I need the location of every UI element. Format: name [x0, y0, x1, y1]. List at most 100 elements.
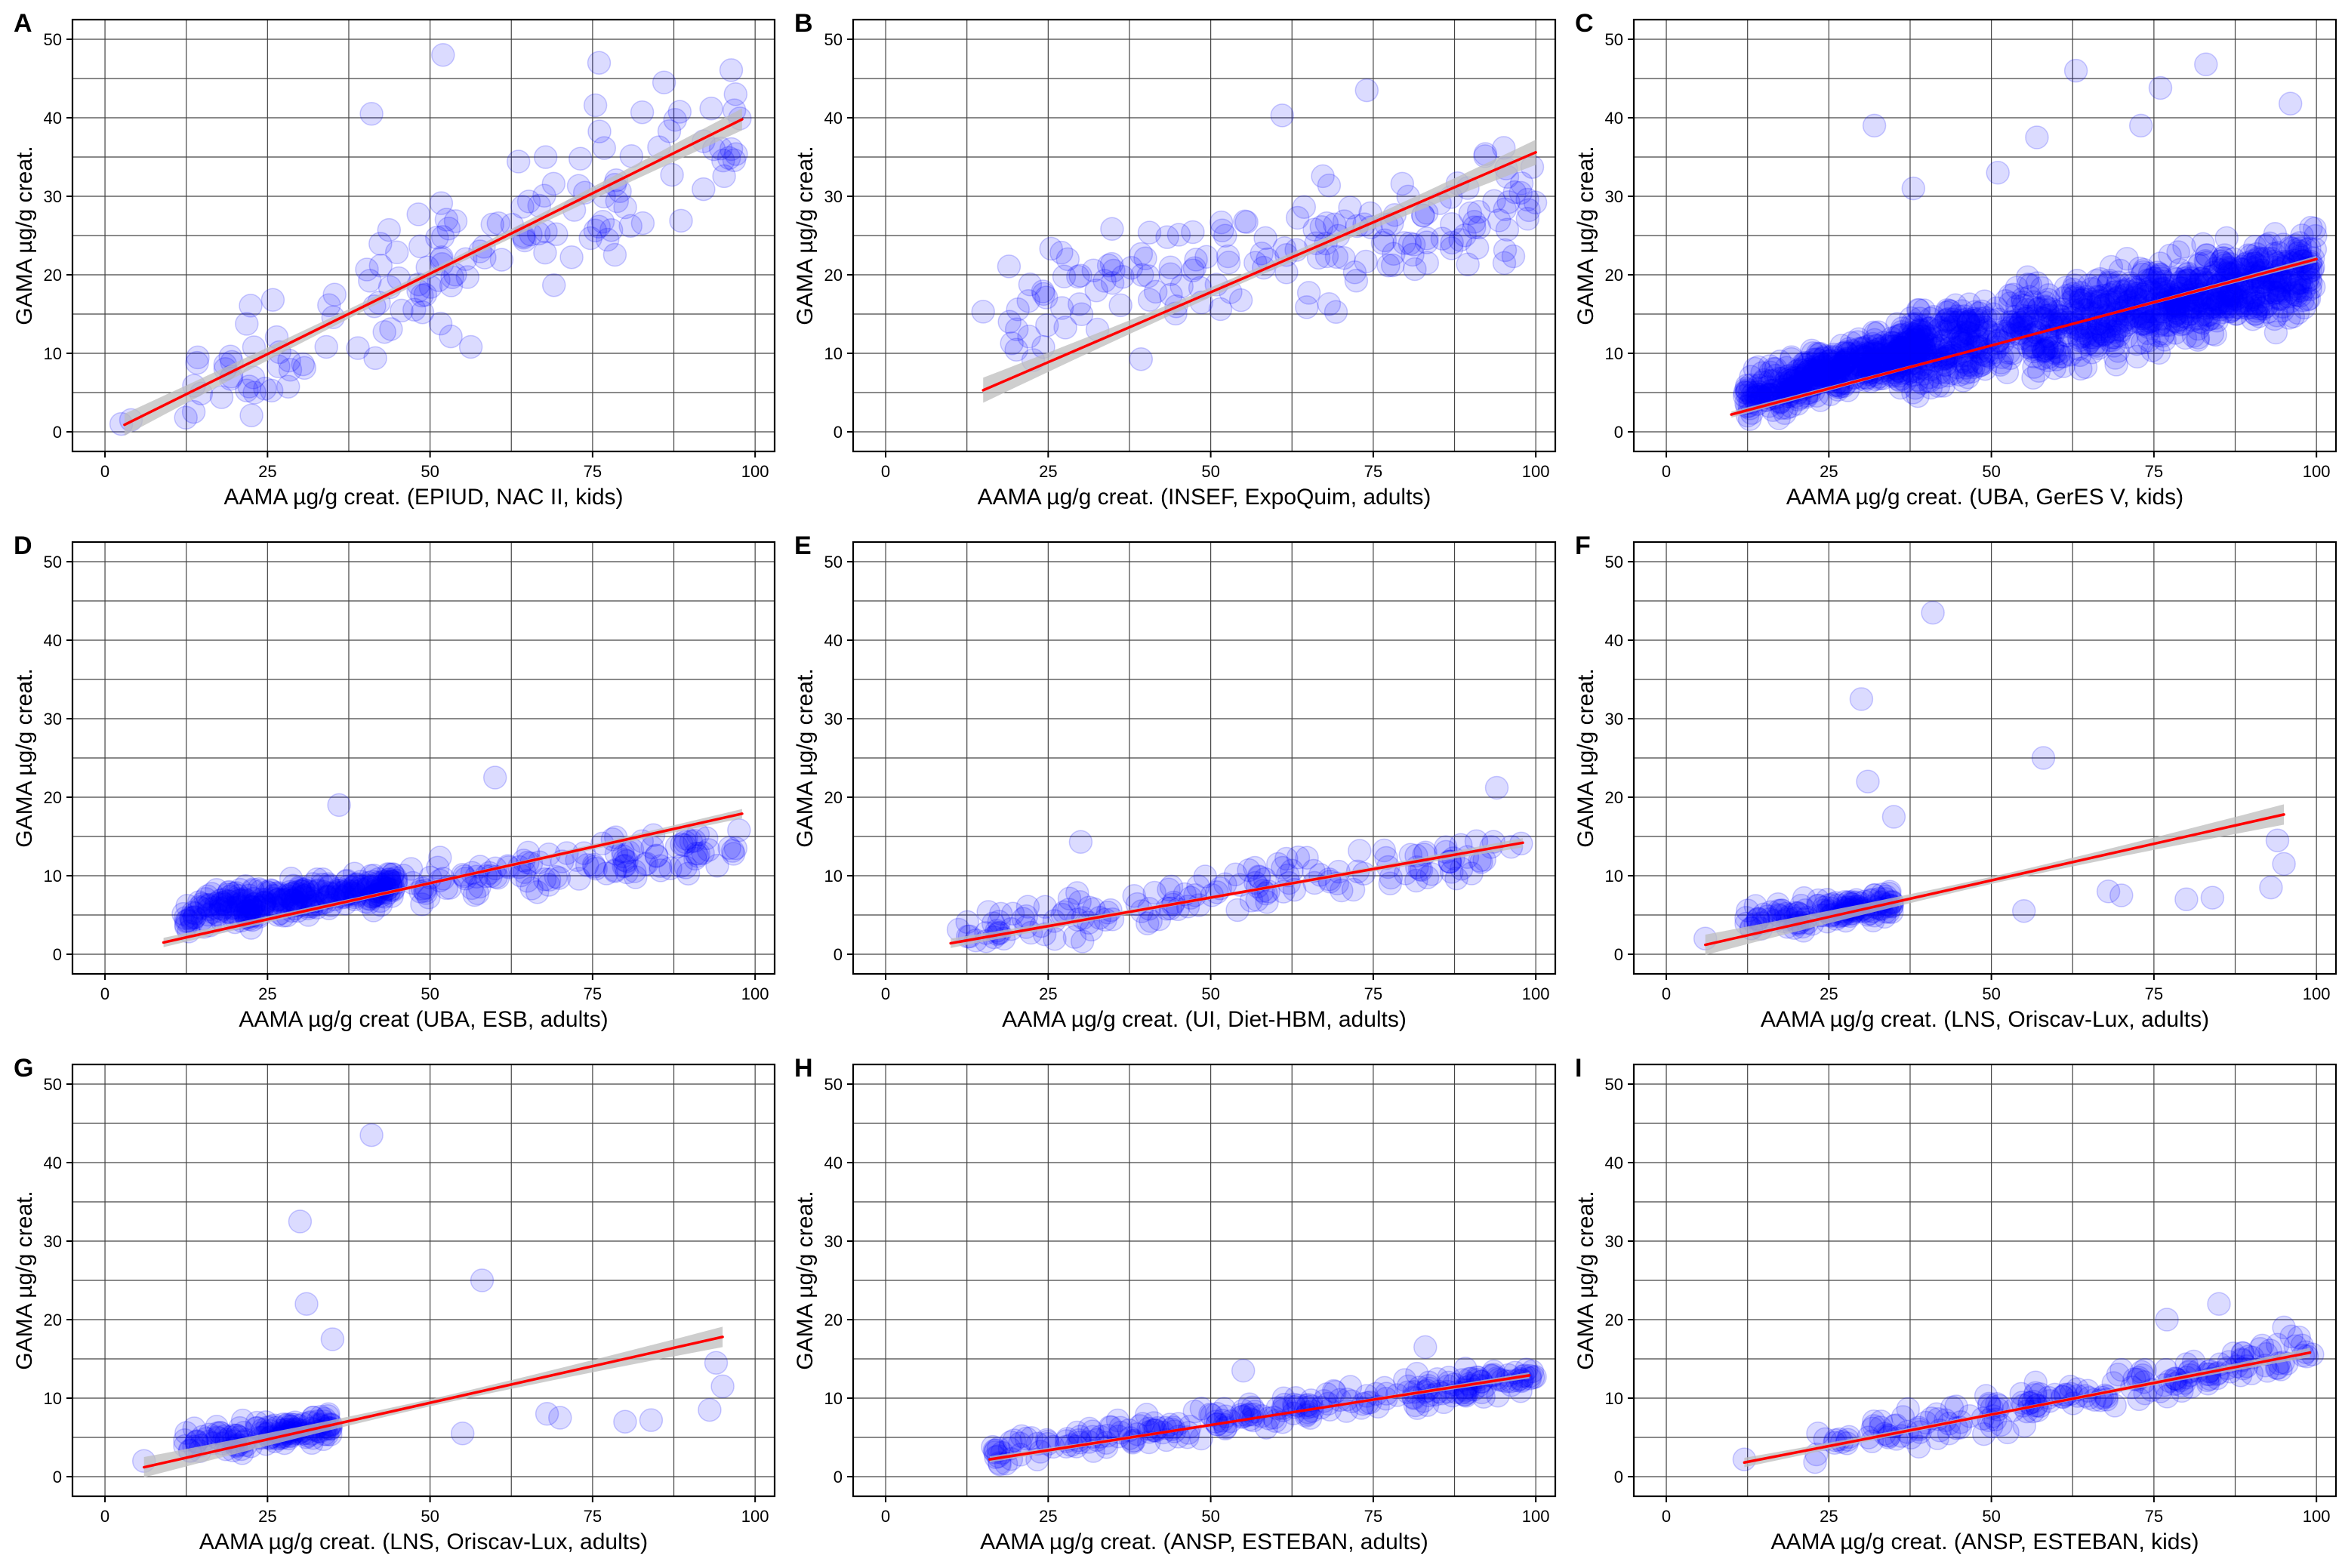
data-point	[240, 895, 264, 920]
data-point	[2198, 296, 2222, 320]
y-tick-label: 20	[44, 788, 62, 807]
data-point	[226, 892, 251, 917]
x-tick-label: 0	[100, 462, 109, 481]
data-point	[2061, 282, 2085, 306]
data-point	[266, 887, 291, 912]
data-point	[2211, 246, 2236, 271]
data-point	[2072, 288, 2096, 312]
x-tick-label: 100	[741, 1507, 769, 1526]
data-point	[2205, 309, 2230, 333]
x-tick-label: 25	[1039, 462, 1057, 481]
data-point	[599, 217, 624, 242]
data-point	[2171, 303, 2195, 328]
data-point	[2208, 249, 2233, 274]
data-point	[2256, 291, 2281, 316]
data-point	[971, 300, 995, 324]
data-point	[2097, 270, 2121, 294]
x-tick-label: 75	[2145, 984, 2163, 1003]
data-point	[317, 873, 342, 898]
data-point	[239, 895, 263, 919]
data-point	[1906, 297, 1931, 322]
x-tick-label: 50	[421, 462, 439, 481]
data-point	[2214, 294, 2239, 319]
data-point	[486, 211, 511, 236]
data-point	[2119, 280, 2143, 304]
data-point	[2177, 301, 2202, 326]
x-tick-label: 25	[258, 1507, 276, 1526]
data-point	[1401, 242, 1425, 267]
x-tick-label: 0	[100, 984, 109, 1003]
data-point	[363, 346, 387, 371]
data-point	[723, 836, 748, 861]
data-point	[2102, 325, 2127, 350]
y-tick-label: 40	[1605, 109, 1623, 128]
data-point	[1832, 349, 1857, 374]
data-point	[2271, 294, 2295, 319]
data-point	[1791, 352, 1815, 377]
data-point	[480, 212, 504, 237]
plot-frame	[1632, 18, 2337, 453]
data-point	[2267, 278, 2292, 303]
x-tick-label: 50	[1201, 462, 1219, 481]
data-point	[2186, 316, 2211, 341]
data-point	[257, 880, 281, 905]
data-point	[2097, 282, 2122, 307]
data-point	[1957, 292, 1982, 316]
chart-svg: F 0 25 50 75 100 0 10 20 30 40 50 AAMA µg/g creat. (…	[1573, 531, 2337, 1032]
data-point	[262, 886, 286, 911]
data-point	[2295, 287, 2320, 312]
data-point	[2254, 233, 2279, 257]
data-point	[1834, 340, 1859, 365]
data-point	[2011, 293, 2036, 318]
data-point	[1804, 365, 1829, 390]
data-point	[1931, 312, 1956, 337]
data-point	[2090, 319, 2114, 343]
data-point	[2065, 316, 2089, 340]
x-tick-label: 50	[1982, 984, 2000, 1003]
data-point	[2136, 310, 2161, 334]
data-points	[981, 1335, 1547, 1477]
data-point	[1735, 379, 1760, 403]
y-tick-label: 30	[44, 710, 62, 729]
data-point	[1382, 242, 1406, 266]
data-point	[2263, 320, 2288, 345]
data-point	[692, 177, 716, 202]
x-tick-label: 0	[881, 1507, 890, 1526]
data-point	[2042, 340, 2066, 365]
x-tick-label: 50	[421, 1507, 439, 1526]
data-point	[1901, 313, 1925, 337]
y-tick-label: 40	[1605, 1154, 1623, 1172]
data-point	[1955, 365, 1980, 390]
data-point	[2131, 312, 2156, 336]
data-point	[1767, 366, 1791, 391]
data-point	[1847, 353, 1872, 377]
data-point	[1890, 340, 1914, 364]
data-point	[1847, 337, 1871, 362]
data-point	[1231, 1358, 1256, 1383]
data-point	[1906, 298, 1931, 322]
data-point	[2207, 291, 2232, 316]
data-point	[2130, 262, 2155, 287]
data-point	[1133, 246, 1157, 271]
data-point	[2298, 277, 2322, 301]
x-tick-label: 25	[258, 462, 276, 481]
data-point	[2190, 311, 2215, 335]
data-point	[1137, 288, 1162, 312]
data-point	[1886, 367, 1911, 392]
x-axis-label: AAMA µg/g creat. (UBA, GerES V, kids)	[1786, 485, 2183, 510]
data-point	[2271, 233, 2296, 257]
data-point	[1778, 368, 1802, 393]
data-point	[312, 879, 336, 904]
data-point	[2225, 301, 2249, 326]
data-point	[2213, 253, 2238, 277]
data-point	[2097, 319, 2122, 343]
data-point	[2166, 240, 2190, 264]
data-point	[1453, 1377, 1478, 1402]
y-tick-label: 10	[824, 1389, 843, 1408]
data-point	[372, 319, 396, 344]
data-point	[1035, 313, 1059, 337]
data-point	[174, 405, 198, 430]
data-point	[1906, 319, 1931, 343]
data-point	[1913, 328, 1937, 353]
data-point	[1439, 236, 1464, 260]
